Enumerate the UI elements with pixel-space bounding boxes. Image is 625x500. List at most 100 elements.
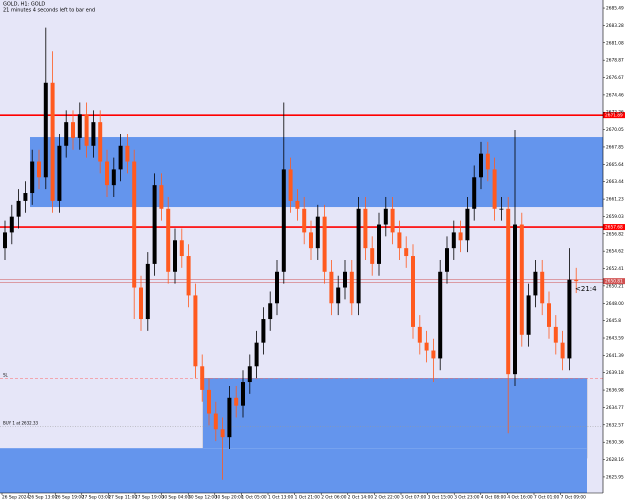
candle-body (3, 232, 7, 249)
y-tick-label: 2632.57 (606, 422, 624, 428)
candle-body (77, 114, 82, 138)
y-tick-label: 2625.95 (606, 474, 624, 480)
x-tick-label: 26 Sep 13:00 (29, 495, 58, 500)
y-tick-label: 2645.8 (606, 318, 621, 324)
candle-body (288, 169, 293, 201)
candle-body (111, 169, 116, 186)
candle-body (445, 248, 449, 272)
x-tick-label: 26 Sep 2024 (2, 495, 29, 500)
y-tick-label: 2685.49 (606, 6, 624, 12)
candle-body (23, 193, 28, 201)
candle-body (309, 232, 313, 249)
bar-timer: 21 minutes 4 seconds left to bar end (3, 8, 95, 14)
candle-body (207, 389, 211, 414)
x-tick-label: 1 Oct 13:00 (268, 495, 294, 500)
y-tick-label: 2636.98 (606, 388, 624, 394)
candle-body (349, 271, 354, 304)
level-price-box (603, 112, 625, 119)
candle-body (43, 82, 48, 178)
y-tick-label: 2678.87 (606, 58, 624, 64)
y-tick-label: 2676.67 (606, 75, 624, 81)
candle-body (30, 161, 35, 194)
candle-body (465, 208, 470, 241)
candle-body (281, 169, 286, 272)
x-tick-label: 3 Oct 07:00 (401, 495, 427, 500)
candle-body (336, 287, 341, 304)
candle-body (574, 279, 579, 282)
candle-body (322, 216, 327, 272)
y-tick-label: 2665.64 (606, 162, 624, 168)
x-tick-label: 1 Oct 21:00 (295, 495, 321, 500)
candle-body (9, 216, 14, 233)
candle-body (356, 208, 361, 304)
supply-demand-zone (30, 137, 603, 208)
y-tick-label: 2667.85 (606, 144, 624, 150)
candle-body (390, 208, 395, 233)
y-tick-label: 2661.23 (606, 197, 624, 203)
candle-body (186, 256, 191, 296)
candle-body (234, 397, 239, 406)
x-tick-label: 26 Sep 19:00 (55, 495, 84, 500)
x-tick-label: 4 Oct 08:00 (481, 495, 507, 500)
candle-body (179, 240, 184, 257)
candle-body (132, 161, 137, 288)
candle-body (567, 279, 572, 359)
candle-body (540, 271, 545, 304)
candle-body (105, 161, 109, 186)
y-tick-label: 2681.08 (606, 40, 624, 46)
supply-demand-zone (203, 378, 587, 449)
candle-body (472, 177, 477, 209)
level-price-box (603, 224, 625, 231)
candle-body (513, 224, 517, 375)
candle-body (159, 185, 164, 209)
candle-body (519, 224, 524, 335)
candle-body (411, 256, 415, 327)
y-tick-label: 2628.16 (606, 457, 624, 463)
candle-body (295, 200, 300, 209)
y-tick-label: 2672.26 (606, 110, 624, 116)
candle-body (363, 208, 368, 249)
candle-body (84, 114, 89, 146)
candle-body (485, 153, 490, 170)
candle-body (173, 240, 177, 272)
x-tick-label: 2 Oct 22:00 (374, 495, 400, 500)
candle-body (302, 208, 307, 233)
x-tick-label: 3 Oct 23:00 (454, 495, 480, 500)
candle-body (139, 287, 143, 320)
candle-body (553, 326, 558, 343)
x-tick-label: 30 Sep 04:00 (162, 495, 191, 500)
y-tick-label: 2648.00 (606, 301, 624, 307)
candle-body (458, 232, 463, 241)
candle-body (64, 122, 69, 146)
y-tick-label: 2654.62 (606, 249, 624, 255)
candle-body (417, 326, 422, 343)
candle-body (560, 342, 565, 359)
x-tick-label: 2 Oct 14:00 (348, 495, 374, 500)
candle-body (383, 208, 388, 225)
y-tick-label: 2670.05 (606, 127, 624, 133)
candle-body (125, 145, 130, 162)
y-tick-label: 2630.36 (606, 440, 624, 446)
candle-body (193, 295, 198, 367)
candle-body (547, 303, 551, 327)
candle-body (166, 208, 171, 272)
countdown: <21:4 (575, 285, 597, 293)
level-price: 2671.89 (605, 113, 623, 119)
candle-body (431, 350, 436, 359)
x-tick-label: 4 Oct 16:00 (507, 495, 533, 500)
candle-body (16, 200, 21, 217)
order-label: SL (3, 372, 9, 377)
candle-body (213, 413, 218, 430)
x-tick-label: 30 Sep 12:00 (188, 495, 217, 500)
candle-body (254, 342, 259, 367)
candle-body (526, 295, 531, 335)
y-tick-label: 2656.82 (606, 231, 624, 237)
y-tick-label: 2674.46 (606, 92, 624, 98)
candle-body (227, 397, 232, 438)
candle-body (451, 232, 456, 249)
x-tick-label: 7 Oct 09:00 (561, 495, 587, 500)
candle-body (71, 122, 75, 138)
candle-body (247, 366, 252, 383)
x-tick-label: 30 Sep 20:00 (215, 495, 244, 500)
